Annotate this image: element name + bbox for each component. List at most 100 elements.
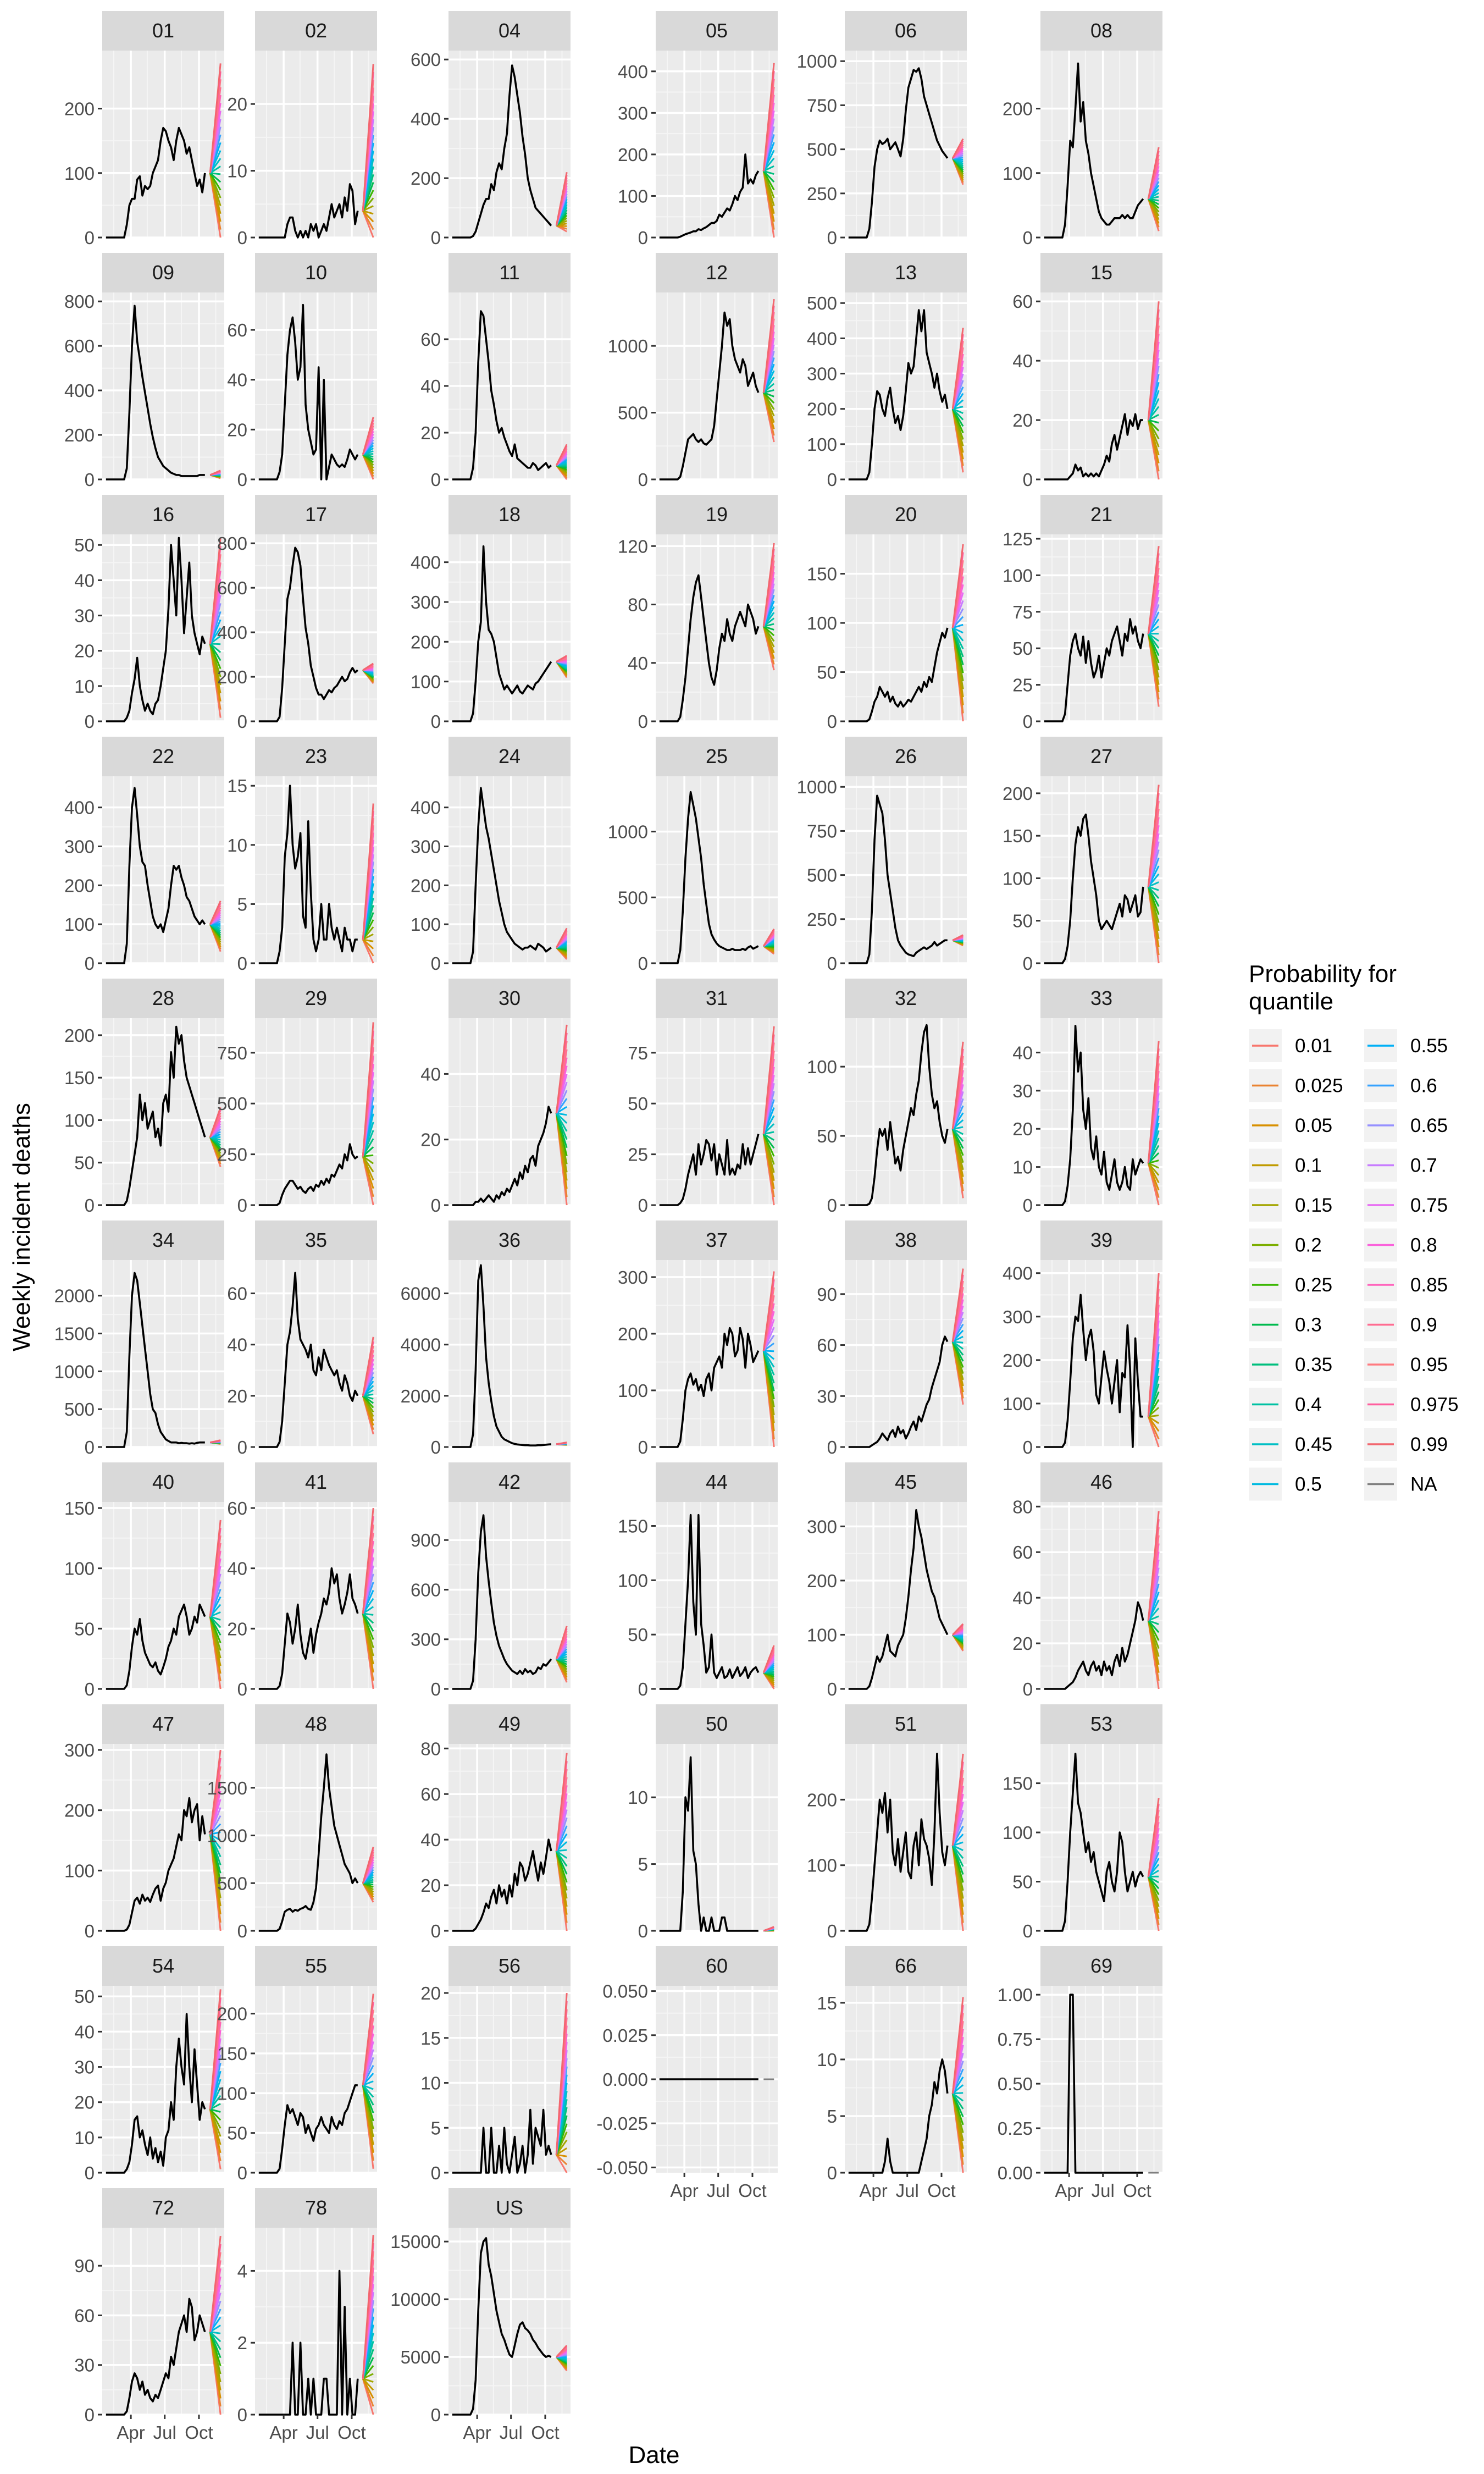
y-tick-label: 1500	[207, 1778, 247, 1798]
facet-panel: 01 0 100 200	[64, 11, 224, 248]
forecast-quantile-line	[362, 662, 374, 671]
y-tick-label: 0	[431, 1679, 441, 1699]
legend-item: 0.2	[1249, 1228, 1322, 1262]
panel-background	[656, 1744, 778, 1931]
forecast-quantile-line	[209, 538, 222, 644]
observed-deaths-line	[659, 153, 760, 239]
forecast-fan	[362, 1337, 374, 1435]
forecast-fan	[555, 1993, 568, 2173]
y-tick-label: 500	[618, 887, 648, 908]
x-tick-label: Oct	[1123, 2180, 1151, 2201]
forecast-quantile-line	[1148, 1416, 1160, 1432]
y-tick-label: 40	[1012, 1588, 1033, 1608]
y-tick-label: 200	[807, 399, 837, 419]
y-tick-label: 200	[64, 425, 95, 445]
x-tick-label: Jul	[896, 2180, 919, 2201]
facet-strip	[448, 1704, 571, 1744]
observed-deaths-line	[848, 2058, 949, 2174]
y-tick-label: 500	[807, 865, 837, 886]
y-tick-label: 0	[827, 2163, 837, 2183]
facet-strip	[255, 1462, 377, 1502]
y-tick-label: 300	[618, 103, 648, 123]
forecast-quantile-line	[362, 2085, 374, 2106]
forecast-quantile-line	[363, 1154, 374, 1157]
panel-background	[102, 51, 224, 238]
facet-strip-label: US	[496, 2196, 523, 2219]
forecast-fan	[209, 1749, 222, 1931]
legend-item: 0.65	[1364, 1109, 1448, 1142]
forecast-fan	[762, 1645, 775, 1689]
y-tick-label: -0.050	[596, 2157, 648, 2178]
forecast-quantile-line	[952, 1341, 964, 1356]
y-tick-label: 600	[411, 49, 441, 70]
y-tick-label: 0	[431, 228, 441, 248]
observed-deaths-line	[1044, 62, 1144, 239]
forecast-quantile-line	[555, 1113, 568, 1132]
forecast-quantile-line	[555, 1024, 568, 1114]
forecast-quantile-line	[362, 1993, 374, 2086]
observed-deaths-line	[659, 1134, 760, 1206]
forecast-fan	[362, 803, 374, 964]
observed-deaths-line	[1044, 1294, 1143, 1448]
forecast-quantile-line	[556, 1112, 567, 1116]
forecast-quantile-line	[555, 927, 568, 948]
y-tick-label: 0	[85, 228, 95, 248]
panel-background	[255, 2228, 377, 2415]
forecast-quantile-line	[952, 1341, 964, 1350]
y-tick-label: 200	[618, 145, 648, 165]
forecast-quantile-line	[952, 408, 964, 421]
y-tick-label: 0	[85, 1679, 95, 1699]
y-tick-label: 0	[85, 1921, 95, 1941]
forecast-quantile-line	[762, 299, 775, 393]
facet-strip-label: 10	[305, 261, 327, 284]
facet-panel: 32 0 50 100	[807, 979, 967, 1216]
y-tick-label: 200	[1003, 783, 1033, 804]
y-tick-label: 0	[237, 2163, 247, 2183]
y-tick-label: 20	[420, 1875, 441, 1896]
observed-deaths-line	[452, 545, 552, 722]
forecast-quantile-line	[209, 172, 222, 183]
x-tick-label: Apr	[463, 2422, 491, 2443]
y-tick-label: 400	[411, 109, 441, 129]
y-tick-label: 0	[638, 953, 648, 974]
legend-item: 0.25	[1249, 1268, 1332, 1301]
facet-panel: 12 0 500 1000	[608, 253, 778, 490]
legend-item: 0.025	[1249, 1069, 1343, 1102]
panel-background	[1040, 1986, 1162, 2173]
y-tick-label: 0	[638, 1921, 648, 1941]
y-tick-label: 100	[807, 613, 837, 633]
y-tick-label: 100	[807, 434, 837, 455]
forecast-quantile-line	[762, 1026, 775, 1134]
forecast-quantile-line	[953, 2092, 964, 2095]
y-tick-label: 0.00	[998, 2163, 1033, 2183]
panel-background	[448, 51, 571, 238]
facet-strip-label: 04	[499, 19, 520, 42]
forecast-fan	[362, 64, 374, 238]
x-tick-label: Jul	[500, 2422, 523, 2443]
forecast-fan	[209, 1439, 221, 1445]
legend-item: 0.6	[1364, 1069, 1437, 1102]
panel-background	[1040, 1018, 1162, 1205]
facet-strip	[448, 1221, 571, 1260]
y-tick-label: 10	[74, 676, 95, 697]
y-tick-label: 0	[827, 1679, 837, 1699]
forecast-quantile-line	[1148, 1620, 1159, 1625]
facet-strip-label: 51	[895, 1713, 917, 1735]
observed-deaths-line	[258, 303, 359, 481]
y-tick-label: 0	[638, 711, 648, 732]
y-tick-label: 0	[237, 953, 247, 974]
facet-panel: 27 0 50 100 150 200	[1003, 737, 1162, 974]
forecast-fan	[362, 1993, 374, 2169]
y-tick-label: 10000	[390, 2289, 441, 2310]
y-tick-label: 40	[420, 376, 441, 396]
legend-item-label: 0.3	[1295, 1315, 1322, 1336]
facet-strip-label: 49	[499, 1713, 520, 1735]
forecast-quantile-line	[209, 1616, 222, 1628]
forecast-quantile-line	[556, 2153, 567, 2157]
y-tick-label: 0	[827, 1437, 837, 1457]
forecast-fan	[763, 1926, 774, 1932]
legend-item-label: 0.45	[1295, 1434, 1332, 1455]
forecast-quantile-line	[362, 2378, 374, 2391]
facet-strip-label: 35	[305, 1229, 327, 1251]
facet-strip-label: 18	[499, 503, 520, 526]
